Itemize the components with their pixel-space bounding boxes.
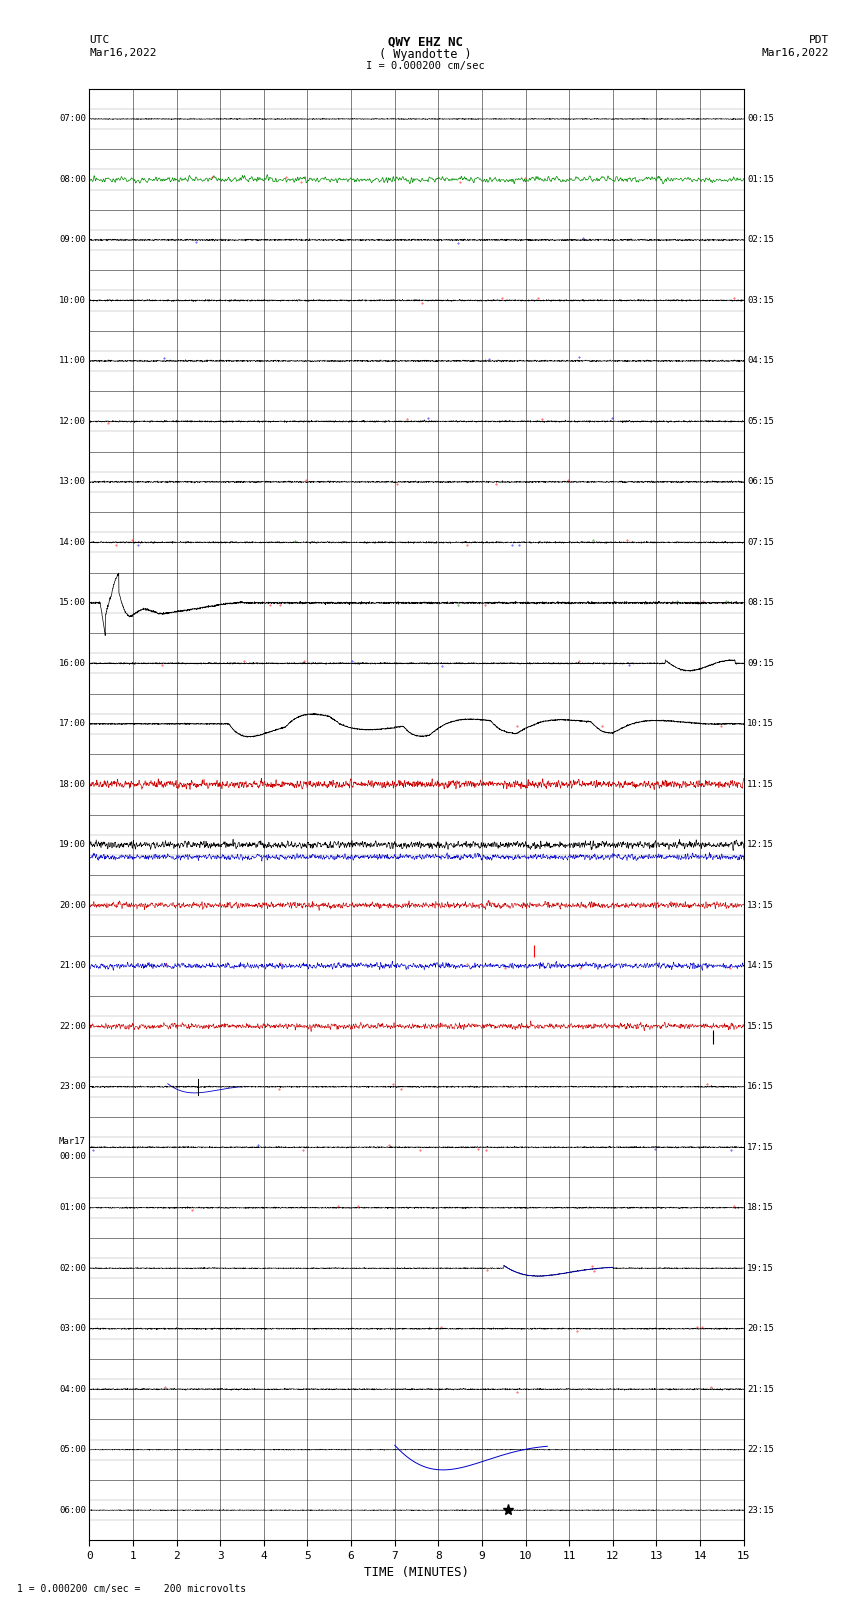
Text: 13:00: 13:00	[60, 477, 86, 487]
Text: Mar16,2022: Mar16,2022	[89, 48, 156, 58]
Text: 19:00: 19:00	[60, 840, 86, 850]
Text: 00:00: 00:00	[60, 1152, 86, 1161]
Text: 02:00: 02:00	[60, 1263, 86, 1273]
Text: 06:00: 06:00	[60, 1505, 86, 1515]
Text: 15:15: 15:15	[747, 1021, 774, 1031]
Text: 04:00: 04:00	[60, 1384, 86, 1394]
Text: 14:00: 14:00	[60, 537, 86, 547]
Text: 05:15: 05:15	[747, 416, 774, 426]
Text: Mar17: Mar17	[60, 1137, 86, 1145]
Text: 12:00: 12:00	[60, 416, 86, 426]
Text: 23:00: 23:00	[60, 1082, 86, 1092]
Text: 10:15: 10:15	[747, 719, 774, 729]
Text: 09:00: 09:00	[60, 235, 86, 245]
Text: 11:00: 11:00	[60, 356, 86, 366]
X-axis label: TIME (MINUTES): TIME (MINUTES)	[364, 1566, 469, 1579]
Text: ( Wyandotte ): ( Wyandotte )	[379, 48, 471, 61]
Text: 22:00: 22:00	[60, 1021, 86, 1031]
Text: 03:00: 03:00	[60, 1324, 86, 1334]
Text: 16:15: 16:15	[747, 1082, 774, 1092]
Text: 08:00: 08:00	[60, 174, 86, 184]
Text: 01:15: 01:15	[747, 174, 774, 184]
Text: 21:00: 21:00	[60, 961, 86, 971]
Text: 06:15: 06:15	[747, 477, 774, 487]
Text: QWY EHZ NC: QWY EHZ NC	[388, 35, 462, 48]
Text: 10:00: 10:00	[60, 295, 86, 305]
Text: 18:00: 18:00	[60, 779, 86, 789]
Text: 19:15: 19:15	[747, 1263, 774, 1273]
Text: 11:15: 11:15	[747, 779, 774, 789]
Text: 03:15: 03:15	[747, 295, 774, 305]
Text: 1 = 0.000200 cm/sec =    200 microvolts: 1 = 0.000200 cm/sec = 200 microvolts	[17, 1584, 246, 1594]
Text: 01:00: 01:00	[60, 1203, 86, 1213]
Text: 00:15: 00:15	[747, 115, 774, 124]
Text: 17:15: 17:15	[747, 1142, 774, 1152]
Text: 09:15: 09:15	[747, 658, 774, 668]
Text: Mar16,2022: Mar16,2022	[762, 48, 829, 58]
Text: 04:15: 04:15	[747, 356, 774, 366]
Text: PDT: PDT	[808, 35, 829, 45]
Text: UTC: UTC	[89, 35, 110, 45]
Text: 08:15: 08:15	[747, 598, 774, 608]
Text: 05:00: 05:00	[60, 1445, 86, 1455]
Text: 18:15: 18:15	[747, 1203, 774, 1213]
Text: 12:15: 12:15	[747, 840, 774, 850]
Text: 20:15: 20:15	[747, 1324, 774, 1334]
Text: 14:15: 14:15	[747, 961, 774, 971]
Text: 21:15: 21:15	[747, 1384, 774, 1394]
Text: I = 0.000200 cm/sec: I = 0.000200 cm/sec	[366, 61, 484, 71]
Text: 20:00: 20:00	[60, 900, 86, 910]
Text: 17:00: 17:00	[60, 719, 86, 729]
Text: 16:00: 16:00	[60, 658, 86, 668]
Text: 22:15: 22:15	[747, 1445, 774, 1455]
Text: 02:15: 02:15	[747, 235, 774, 245]
Text: 13:15: 13:15	[747, 900, 774, 910]
Text: 07:00: 07:00	[60, 115, 86, 124]
Text: 15:00: 15:00	[60, 598, 86, 608]
Text: 23:15: 23:15	[747, 1505, 774, 1515]
Text: 07:15: 07:15	[747, 537, 774, 547]
